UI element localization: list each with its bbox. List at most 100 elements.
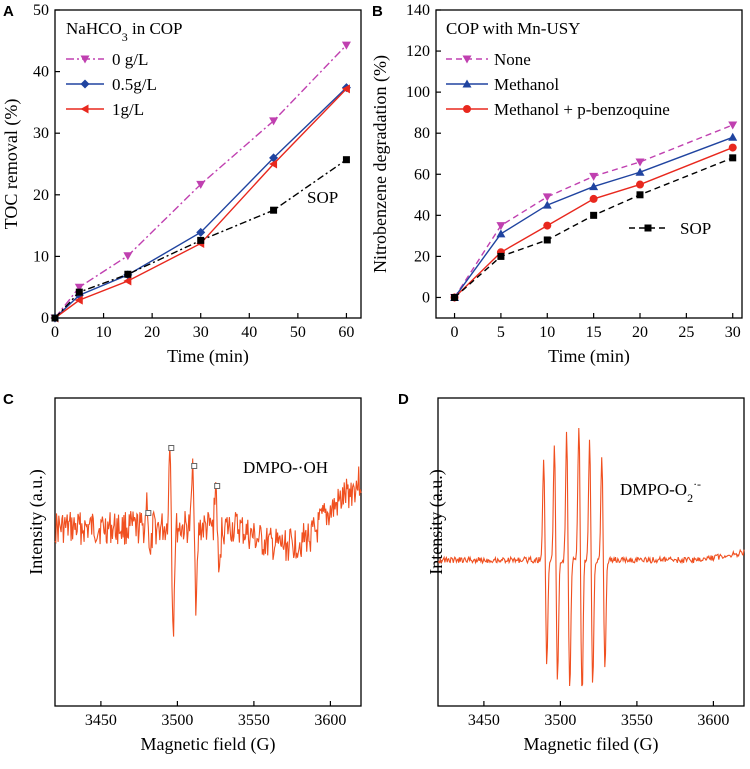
- data-point: [542, 200, 552, 209]
- sop-annotation: SOP: [680, 219, 711, 238]
- plot-frame: [435, 9, 743, 319]
- x-tick-label: 30: [725, 324, 741, 341]
- y-tick-label: 0: [41, 310, 49, 327]
- data-point: [589, 182, 599, 191]
- series-line: [54, 88, 347, 319]
- x-tick-label: 15: [586, 324, 602, 341]
- series-line: [454, 157, 733, 298]
- x-tick-label: 40: [241, 324, 257, 341]
- plot-frame: [54, 397, 362, 707]
- data-point: [197, 236, 205, 244]
- data-point: [341, 41, 351, 50]
- series-line: [453, 136, 733, 298]
- y-tick-label: 60: [414, 166, 430, 183]
- plot-frame: [54, 9, 362, 319]
- data-point: [74, 283, 84, 292]
- x-tick-label: 60: [338, 324, 354, 341]
- data-point: [635, 158, 645, 167]
- data-point: [728, 121, 738, 130]
- y-tick-label: 30: [33, 125, 49, 142]
- series-line: [454, 146, 733, 298]
- data-point: [74, 295, 83, 305]
- data-point: [269, 159, 278, 169]
- y-tick-label: 100: [406, 84, 430, 101]
- x-axis-title: Time (min): [167, 346, 249, 367]
- panel-letter-c: C: [3, 391, 14, 408]
- panel-c-chart: 3450 3500 3550 3600 Magnetic field (G) Intens…: [26, 397, 362, 755]
- data-point: [270, 206, 278, 214]
- peak-marker: [214, 483, 221, 489]
- data-point: [269, 117, 279, 126]
- data-point: [636, 180, 644, 189]
- spectrum-label: DMPO-O2·-: [620, 477, 701, 505]
- y-tick-label: 50: [33, 2, 49, 19]
- legend-swatch-marker: [462, 79, 472, 88]
- legend-label: Methanol + p-benzoquine: [494, 100, 670, 119]
- data-point: [196, 180, 206, 189]
- x-tick-label: 25: [678, 324, 694, 341]
- data-point: [196, 227, 206, 237]
- y-tick-label: 40: [33, 64, 49, 81]
- data-point: [496, 229, 506, 238]
- x-tick-label: 10: [96, 324, 112, 341]
- y-tick-label: 10: [33, 248, 49, 265]
- data-point: [590, 211, 598, 219]
- data-point: [269, 153, 279, 163]
- y-tick-label: 140: [406, 2, 430, 19]
- data-point: [729, 154, 737, 162]
- peak-marker: [168, 445, 175, 451]
- legend-label: 1g/L: [112, 100, 144, 119]
- x-tick-label: 3450: [85, 712, 117, 729]
- data-point: [589, 194, 598, 203]
- peak-marker: [191, 463, 198, 469]
- spectrum-line: [54, 445, 362, 637]
- legend-title: COP with Mn-USY: [446, 19, 580, 38]
- x-tick-label: 10: [539, 324, 555, 341]
- x-tick-label: 0: [51, 324, 59, 341]
- y-tick-label: 0: [422, 289, 430, 306]
- legend-swatch-marker: [462, 55, 472, 64]
- panel-letter-b: B: [372, 3, 383, 20]
- data-point: [496, 222, 506, 231]
- x-axis-title: Magnetic filed (G): [524, 734, 659, 755]
- series-line: [54, 159, 347, 319]
- legend-label: 0 g/L: [112, 50, 148, 69]
- panel-letter-d: D: [398, 391, 409, 408]
- data-point: [341, 84, 350, 94]
- y-axis-title: Intensity (a.u.): [26, 469, 47, 574]
- spectrum-line: [437, 427, 745, 687]
- y-tick-label: 40: [414, 207, 430, 224]
- x-tick-label: 0: [451, 324, 459, 341]
- legend-label: Methanol: [494, 75, 559, 94]
- y-tick-label: 20: [33, 187, 49, 204]
- data-point: [123, 252, 133, 261]
- data-point: [51, 314, 59, 322]
- peak-marker: [145, 510, 152, 516]
- x-tick-label: 3500: [161, 712, 193, 729]
- x-tick-label: 3600: [697, 712, 729, 729]
- x-tick-label: 20: [632, 324, 648, 341]
- y-tick-label: 80: [414, 125, 430, 142]
- series-line: [54, 44, 347, 319]
- data-point: [728, 143, 737, 152]
- sop-annotation: SOP: [307, 188, 338, 207]
- data-point: [342, 156, 350, 164]
- panel-a-chart: 0 10 20 30 40 50 60 0 10 20 30 40 50 Time (min) TOC re…: [1, 2, 362, 367]
- y-tick-label: 20: [414, 248, 430, 265]
- data-point: [124, 270, 132, 278]
- data-point: [123, 276, 132, 286]
- data-point: [542, 193, 552, 202]
- x-tick-label: 3550: [621, 712, 653, 729]
- data-point: [728, 132, 738, 141]
- legend-swatch-marker: [80, 55, 90, 64]
- legend-label: 0.5g/L: [112, 75, 157, 94]
- data-point: [543, 221, 552, 230]
- x-axis-title: Magnetic field (G): [141, 734, 276, 755]
- x-tick-label: 50: [290, 324, 306, 341]
- x-tick-label: 30: [193, 324, 209, 341]
- x-tick-label: 3500: [544, 712, 576, 729]
- x-tick-label: 3600: [314, 712, 346, 729]
- y-tick-label: 120: [406, 43, 430, 60]
- x-tick-label: 20: [144, 324, 160, 341]
